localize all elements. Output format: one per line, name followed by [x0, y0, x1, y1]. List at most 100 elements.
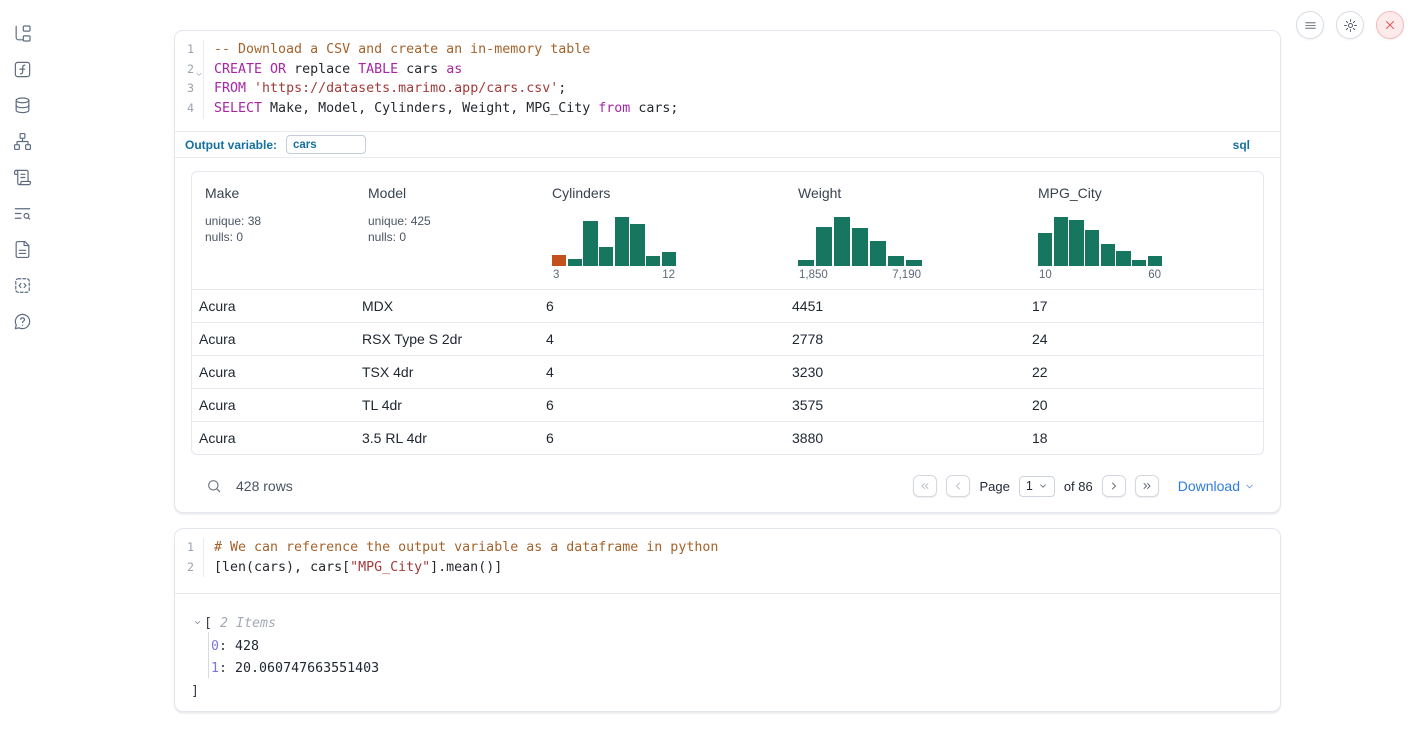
histogram-bar: [630, 224, 644, 266]
shutdown-button[interactable]: [1376, 11, 1404, 39]
histogram-bar: [870, 241, 886, 266]
chevron-right-icon: [1108, 480, 1120, 492]
tree-item-row: 1: 20.060747663551403: [175, 658, 1280, 681]
page-select-value: 1: [1026, 479, 1033, 493]
python-code-editor[interactable]: 1# We can reference the output variable …: [175, 529, 1280, 577]
tree-open-row: [2 Items: [175, 613, 1280, 636]
code-token: cars;: [630, 101, 678, 116]
output-variable-input[interactable]: [286, 135, 366, 154]
logs-search-icon[interactable]: [12, 203, 32, 223]
column-label: Cylinders: [552, 185, 777, 201]
axis-max-label: 12: [662, 269, 675, 281]
column-header-cylinders[interactable]: Cylinders 3 12: [539, 172, 785, 289]
output-variable-row: Output variable: sql: [175, 131, 1280, 158]
items-count-label: 2 Items: [220, 616, 276, 631]
table-cell: 4: [539, 364, 785, 380]
axis-min-label: 1,850: [799, 269, 828, 281]
database-icon[interactable]: [12, 95, 32, 115]
download-button[interactable]: Download: [1178, 478, 1255, 494]
snippets-icon[interactable]: [12, 275, 32, 295]
item-separator: :: [219, 661, 235, 676]
histogram-bar: [1148, 256, 1162, 266]
sql-code-editor[interactable]: 1 -- Download a CSV and create an in-memo…: [175, 31, 1280, 119]
table-row[interactable]: AcuraRSX Type S 2dr4277824: [192, 322, 1263, 355]
first-page-button[interactable]: [913, 475, 937, 497]
code-token: as: [446, 62, 462, 77]
table-row[interactable]: Acura3.5 RL 4dr6388018: [192, 421, 1263, 454]
column-histogram[interactable]: 1060: [1038, 213, 1162, 281]
histogram-bar: [852, 228, 868, 266]
page-total-label: of 86: [1064, 479, 1093, 494]
line-number: 2: [175, 60, 203, 80]
help-icon[interactable]: [12, 311, 32, 331]
tree-guide-line: [208, 632, 209, 678]
table-cell: 4: [539, 331, 785, 347]
code-text: SELECT Make, Model, Cylinders, Weight, M…: [203, 99, 1280, 119]
histogram-bar: [798, 260, 814, 266]
column-header-model[interactable]: Model unique: 425nulls: 0: [355, 172, 539, 289]
hamburger-icon: [1304, 19, 1317, 32]
table-cell: Acura: [192, 364, 355, 380]
line-number: 4: [175, 99, 203, 119]
code-token: # We can reference the output variable a…: [214, 540, 718, 555]
chevron-down-icon: [1038, 481, 1048, 491]
pagination: Page 1 of 86 Download: [913, 475, 1255, 497]
column-header-weight[interactable]: Weight 1,8507,190: [785, 172, 1025, 289]
table-cell: RSX Type S 2dr: [355, 331, 539, 347]
column-histogram[interactable]: 1,8507,190: [798, 213, 922, 281]
code-token: SELECT: [214, 101, 262, 116]
menu-button[interactable]: [1296, 11, 1324, 39]
table-cell: MDX: [355, 298, 539, 314]
code-token: "MPG_City": [350, 560, 430, 575]
axis-min-label: 3: [553, 269, 559, 281]
page-select[interactable]: 1: [1019, 476, 1055, 497]
line-number: 3: [175, 79, 203, 99]
histogram-bar: [888, 256, 904, 266]
table-row[interactable]: AcuraTL 4dr6357520: [192, 388, 1263, 421]
documentation-icon[interactable]: [12, 239, 32, 259]
axis-max-label: 60: [1148, 269, 1161, 281]
histogram-bar: [646, 256, 660, 266]
table-cell: Acura: [192, 298, 355, 314]
previous-page-button[interactable]: [946, 475, 970, 497]
table-row[interactable]: AcuraMDX6445117: [192, 289, 1263, 322]
python-output-area: [2 Items0: 4281: 20.060747663551403]: [175, 593, 1280, 711]
item-value: 428: [235, 639, 259, 654]
line-number: 1: [175, 40, 203, 60]
column-label: Weight: [798, 185, 1017, 201]
column-header-make[interactable]: Makeunique: 38nulls: 0: [192, 172, 355, 289]
column-histogram[interactable]: 3 12: [552, 213, 676, 281]
histogram-bar: [1085, 230, 1099, 266]
stat-line: nulls: 0: [368, 229, 531, 245]
histogram-axis: 1,8507,190: [798, 269, 922, 281]
page-label: Page: [979, 479, 1009, 494]
function-square-icon[interactable]: [12, 59, 32, 79]
column-label: Model: [368, 185, 531, 201]
stat-line: nulls: 0: [205, 229, 347, 245]
table-row[interactable]: AcuraTSX 4dr4323022: [192, 355, 1263, 388]
line-number: 2: [175, 558, 203, 578]
column-label: MPG_City: [1038, 185, 1255, 201]
close-bracket: ]: [191, 684, 199, 699]
code-token: cars: [398, 62, 446, 77]
table-cell: 4451: [785, 298, 1025, 314]
code-line: 1 -- Download a CSV and create an in-memo…: [175, 40, 1280, 60]
code-token: Make, Model, Cylinders, Weight, MPG_City: [262, 101, 598, 116]
table-cell: 6: [539, 298, 785, 314]
stat-line: unique: 425: [368, 213, 531, 229]
table-cell: 2778: [785, 331, 1025, 347]
chevrons-right-icon: [1141, 480, 1153, 492]
collapse-chevron-icon[interactable]: [193, 613, 204, 636]
code-token: -- Download a CSV and create an in-memor…: [214, 42, 590, 57]
scratchpad-icon[interactable]: [12, 167, 32, 187]
histogram-bar: [662, 252, 676, 266]
download-label: Download: [1178, 478, 1240, 494]
last-page-button[interactable]: [1135, 475, 1159, 497]
next-page-button[interactable]: [1102, 475, 1126, 497]
search-icon[interactable]: [206, 478, 222, 494]
column-header-mpg_city[interactable]: MPG_City 1060: [1025, 172, 1263, 289]
settings-button[interactable]: [1336, 11, 1364, 39]
dependency-graph-icon[interactable]: [12, 131, 32, 151]
file-tree-icon[interactable]: [12, 23, 32, 43]
histogram-bar: [552, 255, 566, 266]
